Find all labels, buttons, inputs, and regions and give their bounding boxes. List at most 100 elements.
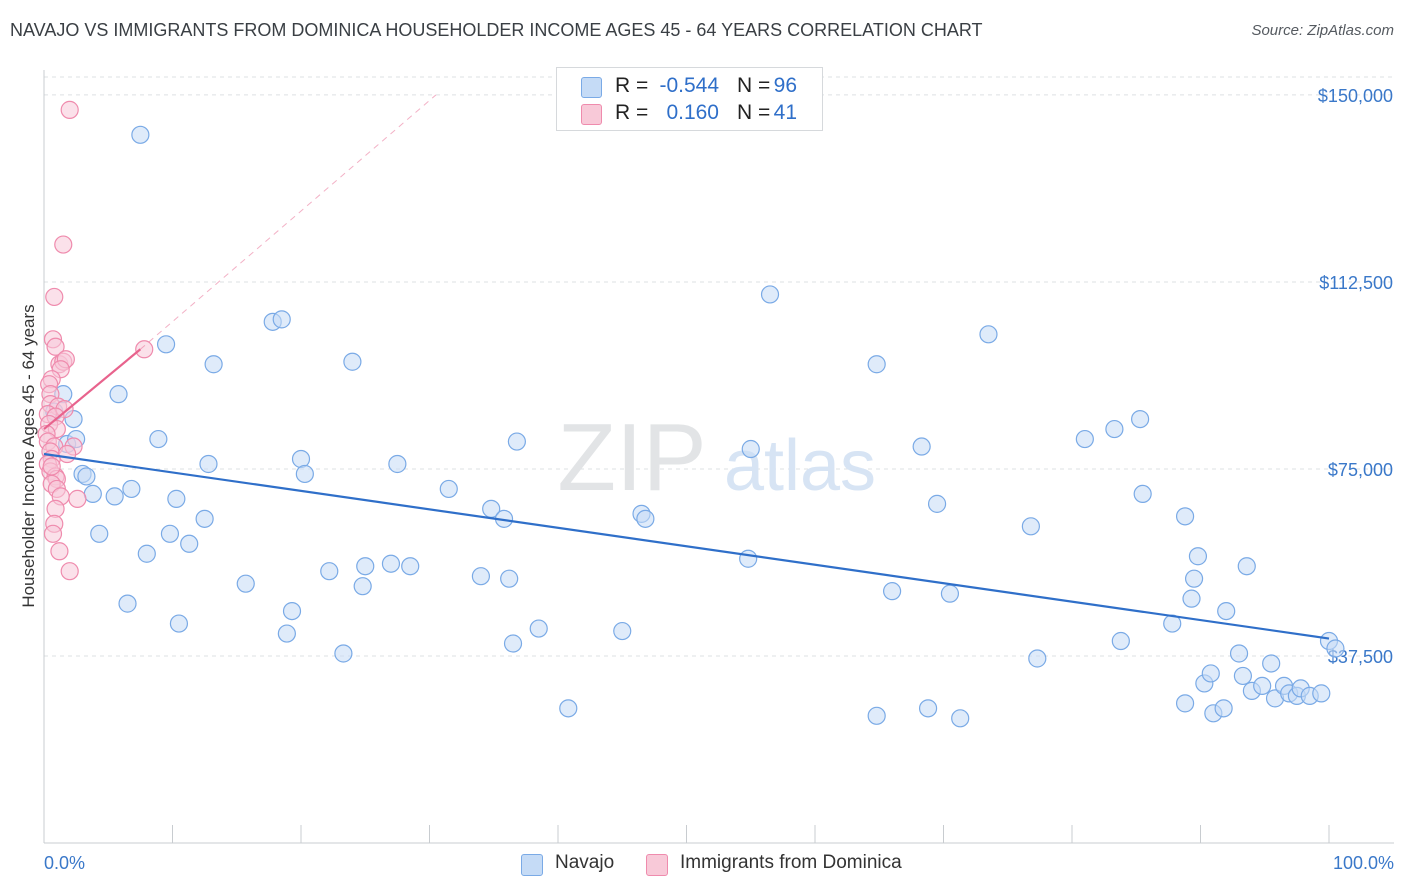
data-point (291, 449, 311, 469)
data-point (156, 335, 176, 354)
y-tick-label: $112,500 (1319, 273, 1393, 293)
data-point (195, 509, 214, 528)
legend-swatch-navajo (581, 77, 602, 98)
data-point (320, 562, 339, 581)
data-point (118, 594, 137, 613)
chart-source: Source: ZipAtlas.com (1251, 22, 1394, 39)
axes (43, 70, 1394, 844)
data-point (500, 569, 519, 588)
data-point (277, 624, 296, 643)
data-point (45, 287, 64, 307)
data-point (1217, 601, 1236, 621)
legend-n-label: N = (737, 101, 771, 124)
data-point (613, 621, 632, 641)
x-tick-label-right: 100.0% (1333, 853, 1394, 873)
legend-n-label: N = (737, 74, 771, 97)
data-point (1253, 676, 1272, 696)
series-dominica (37, 100, 154, 581)
legend-r-value: -0.544 (659, 74, 719, 97)
legend-n-value: 96 (773, 74, 797, 97)
legend-label-navajo: Navajo (555, 852, 615, 873)
y-tick-label: $150,000 (1318, 86, 1393, 106)
data-point (272, 310, 291, 329)
data-point (529, 619, 548, 638)
legend-r-label: R = (615, 101, 649, 124)
trendline-extension (140, 94, 437, 350)
data-point (471, 567, 490, 586)
data-point (867, 706, 886, 725)
data-point (1262, 654, 1281, 673)
data-point (741, 439, 760, 459)
data-point (867, 355, 886, 374)
data-point (918, 699, 938, 718)
data-point (343, 352, 362, 371)
trendline (43, 348, 142, 430)
data-point (90, 524, 109, 543)
data-point (1312, 684, 1331, 703)
data-point (180, 534, 199, 553)
data-point (739, 549, 758, 568)
data-point (282, 601, 302, 621)
data-point (58, 444, 77, 464)
data-point (68, 489, 87, 508)
data-point (439, 479, 458, 499)
data-point (1233, 666, 1253, 686)
data-point (1184, 569, 1204, 588)
data-point (50, 542, 69, 561)
data-point (353, 577, 372, 596)
data-point (135, 340, 154, 359)
data-point (882, 582, 902, 601)
data-point (54, 235, 73, 254)
data-point (1111, 631, 1130, 651)
data-point (236, 574, 255, 593)
data-point (137, 544, 156, 563)
series-navajo (45, 125, 1345, 728)
data-point (60, 100, 79, 119)
data-point (1182, 589, 1201, 608)
data-point (169, 614, 189, 633)
data-point (979, 325, 998, 344)
legend-row-navajo: R = -0.544 N = 96 (557, 73, 822, 101)
data-point (1075, 429, 1094, 449)
data-point (43, 524, 63, 543)
data-point (1214, 699, 1233, 718)
watermark-atlas: atlas (724, 426, 876, 506)
legend-n-value: 41 (773, 101, 797, 124)
data-point (167, 489, 186, 508)
data-point (1133, 484, 1152, 504)
y-tick-label: $75,000 (1328, 460, 1393, 480)
data-point (1188, 547, 1208, 566)
chart-title: NAVAJO VS IMMIGRANTS FROM DOMINICA HOUSE… (10, 20, 983, 40)
data-point (1237, 557, 1256, 576)
data-point (401, 557, 420, 576)
legend-r-label: R = (615, 74, 649, 97)
data-point (1201, 664, 1220, 683)
series-legend: Navajo Immigrants from Dominica (0, 852, 1406, 878)
legend-swatch-navajo (521, 854, 543, 876)
data-point (199, 454, 218, 474)
data-point (295, 464, 314, 484)
x-tick-label-left: 0.0% (44, 853, 85, 873)
trendline (43, 452, 1330, 640)
data-point (60, 562, 79, 581)
data-point (46, 499, 65, 518)
data-point (388, 454, 407, 474)
data-point (42, 457, 61, 476)
data-point (1021, 517, 1040, 536)
correlation-legend: R = -0.544 N = 96 R = 0.160 N = 41 (556, 67, 823, 131)
legend-swatch-dominica (581, 104, 602, 125)
data-point (204, 355, 223, 374)
data-point (1229, 644, 1249, 663)
legend-row-dominica: R = 0.160 N = 41 (557, 100, 822, 128)
data-point (122, 479, 141, 499)
data-point (1105, 419, 1124, 439)
data-point (105, 487, 124, 506)
y-tick-label: $37,500 (1328, 647, 1393, 667)
trendlines (43, 94, 1330, 640)
data-point (381, 554, 401, 573)
data-point (149, 429, 168, 449)
data-point (77, 467, 96, 486)
data-point (46, 337, 65, 356)
data-point (1175, 507, 1195, 526)
data-point (334, 644, 353, 663)
